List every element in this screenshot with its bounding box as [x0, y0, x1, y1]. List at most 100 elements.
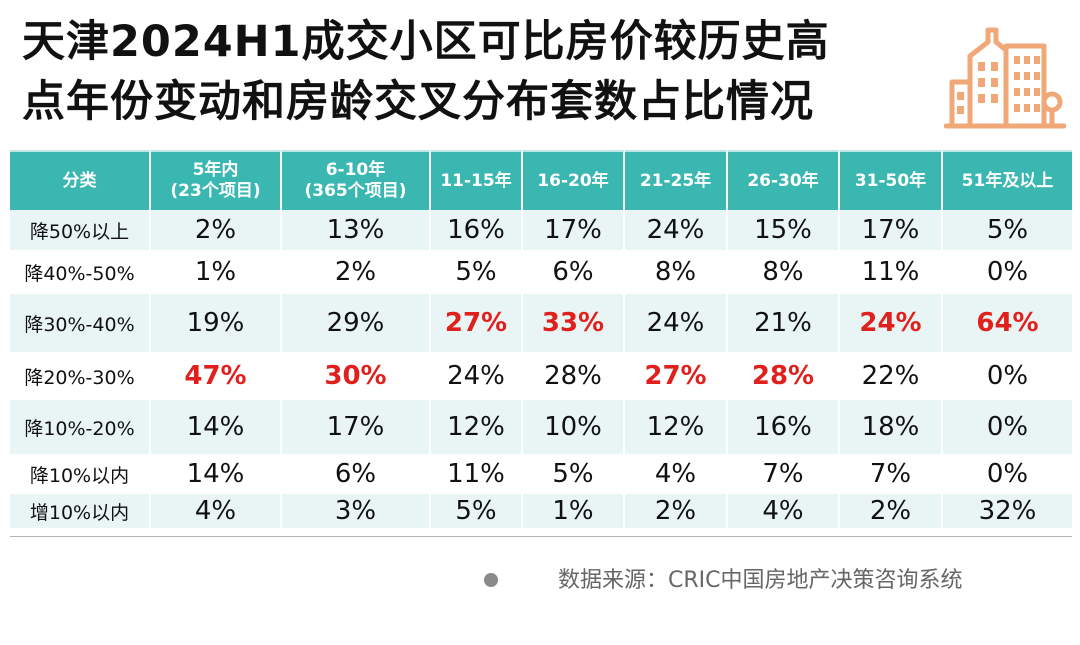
column-header-label: 5年内 — [192, 160, 239, 180]
row-label: 降20%-30% — [10, 352, 151, 400]
column-header: 5年内 (23个项目) — [151, 150, 282, 210]
table-cell: 14% — [151, 400, 282, 454]
column-header: 21-25年 — [625, 150, 728, 210]
table-cell: 11% — [431, 454, 523, 494]
column-header-label: 31-50年 — [854, 170, 927, 191]
table-cell: 2% — [151, 210, 282, 250]
row-label: 降10%-20% — [10, 400, 151, 454]
table-cell: 8% — [728, 250, 840, 294]
table-cell: 5% — [431, 494, 523, 528]
table-cell: 3% — [282, 494, 431, 528]
table-cell: 0% — [943, 454, 1072, 494]
table-cell: 2% — [282, 250, 431, 294]
column-header-label: 21-25年 — [639, 170, 712, 191]
table-row: 降50%以上 2% 13% 16% 17% 24% 15% 17% 5% — [10, 210, 1072, 250]
row-label: 降30%-40% — [10, 294, 151, 352]
chart-title-line-1: 天津2024H1成交小区可比房价较历史高 — [22, 17, 830, 67]
table-cell: 7% — [728, 454, 840, 494]
divider-line — [10, 536, 1072, 537]
table-cell: 18% — [840, 400, 943, 454]
table-cell: 4% — [151, 494, 282, 528]
column-header-label: 分类 — [62, 170, 97, 191]
row-label: 增10%以内 — [10, 494, 151, 528]
table-cell: 24% — [625, 294, 728, 352]
table-cell: 17% — [840, 210, 943, 250]
column-header: 分类 — [10, 150, 151, 210]
column-header: 16-20年 — [523, 150, 625, 210]
table-cell: 27% — [625, 352, 728, 400]
table-cell: 5% — [523, 454, 625, 494]
column-header-sublabel: (365个项目) — [304, 181, 407, 201]
table-row: 降20%-30% 47% 30% 24% 28% 27% 28% 22% 0% — [10, 352, 1072, 400]
chart-title: 天津2024H1成交小区可比房价较历史高 点年份变动和房龄交叉分布套数占比情况 — [22, 12, 942, 132]
table-cell: 4% — [728, 494, 840, 528]
table-cell: 28% — [523, 352, 625, 400]
table-cell: 4% — [625, 454, 728, 494]
city-buildings-icon — [944, 27, 1066, 129]
table-cell: 17% — [282, 400, 431, 454]
table-cell: 5% — [431, 250, 523, 294]
column-header-label: 51年及以上 — [961, 170, 1054, 191]
table-cell: 21% — [728, 294, 840, 352]
data-source: 数据来源：CRIC中国房地产决策咨询系统 — [558, 568, 963, 593]
table-cell: 24% — [431, 352, 523, 400]
table-cell: 6% — [523, 250, 625, 294]
table-row: 降40%-50% 1% 2% 5% 6% 8% 8% 11% 0% — [10, 250, 1072, 294]
column-header: 6-10年 (365个项目) — [282, 150, 431, 210]
table-cell: 47% — [151, 352, 282, 400]
table-cell: 2% — [625, 494, 728, 528]
table-cell: 1% — [151, 250, 282, 294]
column-header: 26-30年 — [728, 150, 840, 210]
distribution-table: 分类 5年内 (23个项目) 6-10年 (365个项目) 11-15年 16-20年 21-… — [10, 150, 1072, 528]
column-header: 11-15年 — [431, 150, 523, 210]
bullet-dot — [484, 573, 498, 587]
column-header-label: 6-10年 — [325, 160, 386, 180]
table-cell: 32% — [943, 494, 1072, 528]
table-cell: 24% — [625, 210, 728, 250]
table-cell: 16% — [431, 210, 523, 250]
table-cell: 0% — [943, 400, 1072, 454]
table-cell: 6% — [282, 454, 431, 494]
table-cell: 0% — [943, 250, 1072, 294]
table-cell: 14% — [151, 454, 282, 494]
table-body: 降50%以上 2% 13% 16% 17% 24% 15% 17% 5% 降40%-50% 1% 2%… — [10, 210, 1072, 528]
table-row: 降10%-20% 14% 17% 12% 10% 12% 16% 18% 0% — [10, 400, 1072, 454]
table-cell: 28% — [728, 352, 840, 400]
table-cell: 17% — [523, 210, 625, 250]
chart-title-line-2: 点年份变动和房龄交叉分布套数占比情况 — [22, 77, 814, 127]
table-header-row: 分类 5年内 (23个项目) 6-10年 (365个项目) 11-15年 16-20年 21-… — [10, 150, 1072, 210]
table-cell: 2% — [840, 494, 943, 528]
table-cell: 27% — [431, 294, 523, 352]
column-header-label: 11-15年 — [440, 170, 512, 191]
table-cell: 5% — [943, 210, 1072, 250]
table-cell: 16% — [728, 400, 840, 454]
row-label: 降40%-50% — [10, 250, 151, 294]
row-label: 降50%以上 — [10, 210, 151, 250]
table-cell: 7% — [840, 454, 943, 494]
table-cell: 19% — [151, 294, 282, 352]
table-row: 降30%-40% 19% 29% 27% 33% 24% 21% 24% 64% — [10, 294, 1072, 352]
table-cell: 10% — [523, 400, 625, 454]
table-cell: 30% — [282, 352, 431, 400]
table-cell: 15% — [728, 210, 840, 250]
table-cell: 1% — [523, 494, 625, 528]
table-cell: 29% — [282, 294, 431, 352]
column-header-sublabel: (23个项目) — [170, 181, 261, 201]
table-cell: 24% — [840, 294, 943, 352]
table-cell: 33% — [523, 294, 625, 352]
column-header-label: 26-30年 — [747, 170, 819, 191]
table-row: 增10%以内 4% 3% 5% 1% 2% 4% 2% 32% — [10, 494, 1072, 528]
column-header: 31-50年 — [840, 150, 943, 210]
table-cell: 8% — [625, 250, 728, 294]
table-cell: 11% — [840, 250, 943, 294]
table-cell: 0% — [943, 352, 1072, 400]
table-cell: 13% — [282, 210, 431, 250]
table-row: 降10%以内 14% 6% 11% 5% 4% 7% 7% 0% — [10, 454, 1072, 494]
table-cell: 22% — [840, 352, 943, 400]
column-header: 51年及以上 — [943, 150, 1072, 210]
table-cell: 12% — [625, 400, 728, 454]
table-cell: 12% — [431, 400, 523, 454]
table-cell: 64% — [943, 294, 1072, 352]
column-header-label: 16-20年 — [537, 170, 609, 191]
row-label: 降10%以内 — [10, 454, 151, 494]
